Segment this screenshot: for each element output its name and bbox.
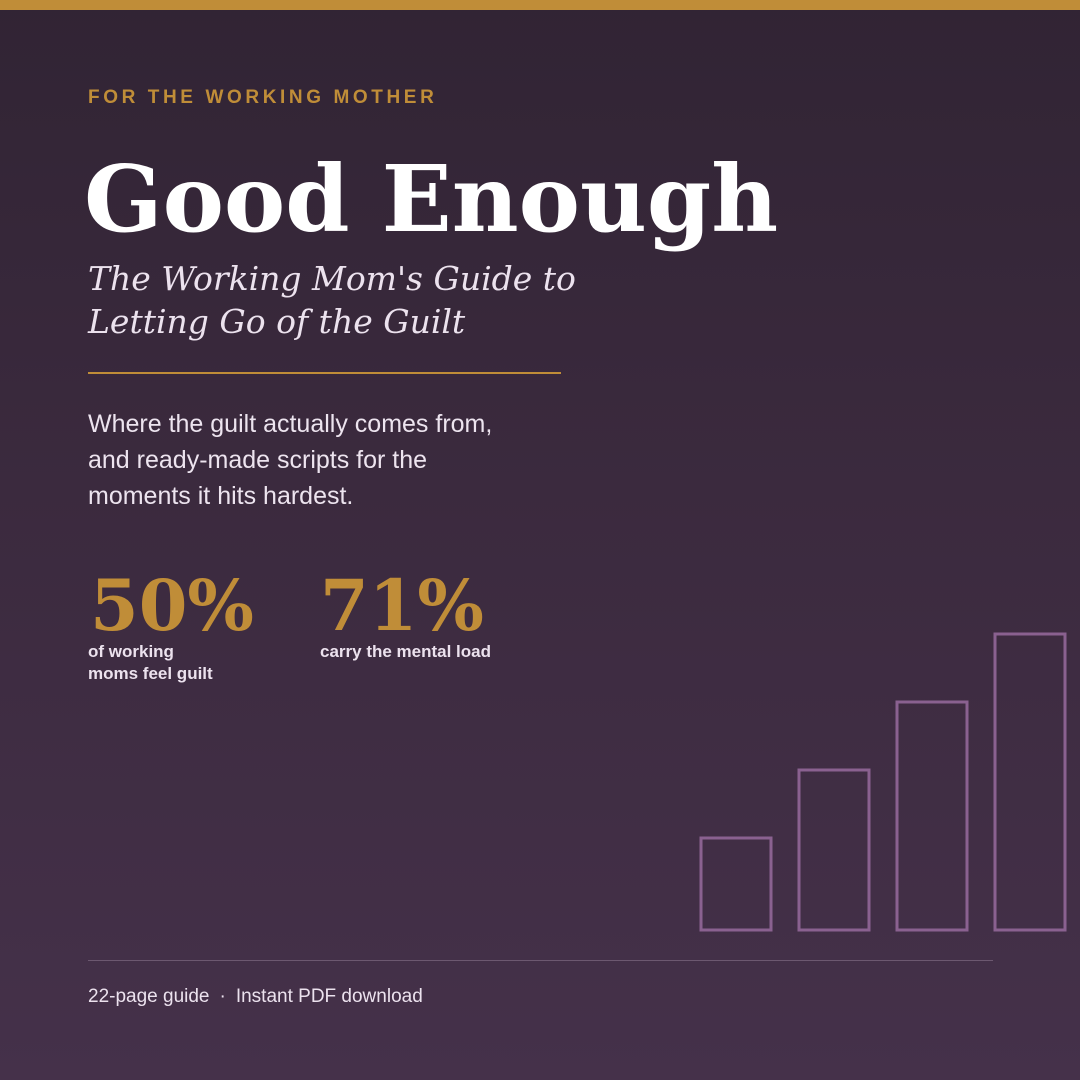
description-text: Where the guilt actually comes from, and…	[88, 410, 493, 510]
decorative-bar-2	[797, 768, 871, 932]
footer-format: Instant PDF download	[235, 986, 423, 1007]
footer-page-count: 22-page guide	[88, 986, 210, 1007]
top-accent-bar	[0, 0, 1080, 10]
stat-label: carry the mental load	[320, 642, 492, 661]
footer-separator: ·	[219, 986, 226, 1007]
decorative-bar-1	[699, 836, 773, 932]
gold-divider	[88, 372, 561, 374]
stat-block-mental-load: 71% carry the mental load	[320, 566, 560, 663]
stat-value: 71%	[320, 564, 484, 647]
stat-label: of working moms feel guilt	[88, 642, 213, 683]
decorative-bar-4	[993, 632, 1067, 932]
footer-divider	[88, 960, 993, 961]
decorative-bar-3	[895, 700, 969, 932]
stat-value: 50%	[90, 564, 254, 647]
page-title: Good Enough	[84, 145, 779, 253]
footer-info: 22-page guide · Instant PDF download	[88, 985, 423, 1009]
eyebrow-label: FOR THE WORKING MOTHER	[88, 87, 438, 108]
decorative-bar-graphic	[699, 632, 1067, 932]
page-subtitle: The Working Mom's Guide to Letting Go of…	[88, 259, 576, 341]
stat-block-guilt: 50% of working moms feel guilt	[88, 566, 288, 685]
